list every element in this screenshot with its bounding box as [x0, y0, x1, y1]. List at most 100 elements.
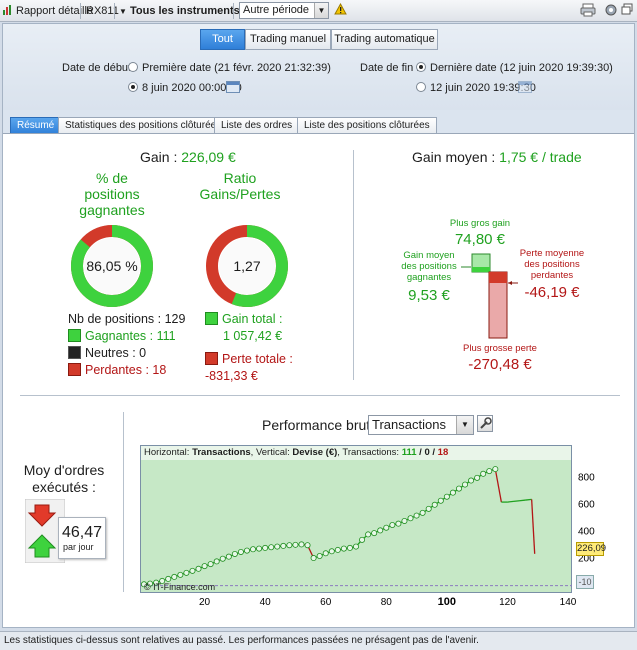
data-point	[425, 505, 432, 512]
avg-gain-line: Gain moyen : 1,75 € / trade	[412, 149, 582, 165]
account-label: RX811	[86, 5, 119, 17]
data-point	[328, 548, 335, 555]
data-point	[292, 541, 299, 548]
settings-icon[interactable]	[604, 3, 618, 19]
avg-win-label: Gain moyen des positions gagnantes	[401, 250, 457, 283]
data-point	[480, 470, 487, 477]
start-date-label: Date de début :	[62, 62, 138, 74]
data-point	[153, 579, 160, 586]
avg-gain-label: Gain moyen :	[412, 149, 496, 165]
y-tick-label: 800	[578, 472, 595, 483]
performance-chart	[140, 445, 572, 593]
tab-closed-positions[interactable]: Liste des positions clôturées	[297, 117, 437, 134]
win-pct-donut	[71, 225, 153, 307]
data-point	[340, 545, 347, 552]
data-point	[165, 575, 172, 582]
data-point	[407, 515, 414, 522]
data-point	[280, 542, 287, 549]
max-loss-label: Plus grosse perte	[463, 343, 537, 354]
winners-count: Gagnantes : 111	[85, 329, 176, 343]
chevron-down-icon: ▼	[456, 416, 473, 434]
avg-loss-value: -46,19 €	[524, 284, 580, 301]
data-point	[286, 542, 293, 549]
win-arc	[206, 225, 288, 307]
end-last-radio[interactable]	[416, 62, 426, 72]
instruments-dropdown[interactable]: ▼ Tous les instruments	[119, 5, 240, 17]
data-point	[213, 558, 220, 565]
data-point	[462, 481, 469, 488]
y-tick-label: 600	[578, 499, 595, 510]
x-tick-label: 140	[560, 597, 577, 608]
start-first-label[interactable]: Première date (21 févr. 2020 21:32:39)	[142, 62, 331, 74]
tab-closed-stats[interactable]: Statistiques des positions clôturées	[58, 117, 229, 134]
loss-square-icon	[68, 363, 81, 376]
tab-summary[interactable]: Résumé	[10, 117, 62, 134]
data-point	[159, 577, 166, 584]
end-date-label: Date de fin :	[360, 62, 420, 74]
loss-square-icon	[205, 352, 218, 365]
chevron-down-icon: ▼	[314, 3, 328, 18]
toolbar: Rapport détaillé RX811 ▼ Tous les instru…	[0, 0, 637, 22]
data-point	[147, 580, 154, 587]
report-icon	[2, 3, 14, 19]
gain-total-label: Gain total :	[222, 312, 283, 326]
data-point	[256, 545, 263, 552]
perte-totale-value: -831,33 €	[205, 369, 258, 383]
data-point	[298, 541, 305, 548]
print-icon[interactable]	[580, 3, 596, 19]
avg-orders-card: 46,47 par jour	[58, 517, 106, 559]
x-tick-label: 40	[260, 597, 272, 608]
gain-line: Gain : 226,09 €	[140, 149, 236, 165]
auto-trading-button[interactable]: Trading automatique	[331, 29, 438, 50]
data-point	[195, 565, 202, 572]
performance-select[interactable]: Transactions ▼	[368, 415, 474, 435]
nb-positions: Nb de positions : 129	[68, 312, 186, 326]
data-point	[201, 563, 208, 570]
x-tick-label: 80	[381, 597, 393, 608]
data-point	[401, 517, 408, 524]
y-tick-label: 400	[578, 526, 595, 537]
tab-all-button[interactable]: Tout	[200, 29, 245, 50]
data-point	[455, 485, 462, 492]
series-segment	[519, 499, 526, 502]
totals-legend: Gain total : 1 057,42 € Perte totale : -…	[205, 311, 293, 385]
avg-orders-unit: par jour	[63, 542, 94, 552]
end-custom-label[interactable]: 12 juin 2020 19:39:30	[430, 82, 536, 94]
data-point	[237, 548, 244, 555]
series-segment	[494, 468, 503, 503]
start-first-radio[interactable]	[128, 62, 138, 72]
data-point	[468, 477, 475, 484]
wrench-icon[interactable]	[477, 415, 493, 432]
data-point	[177, 571, 184, 578]
restore-icon[interactable]	[621, 3, 633, 19]
x-tick-label: 20	[199, 597, 211, 608]
data-point	[346, 544, 353, 551]
start-custom-label[interactable]: 8 juin 2020 00:00:00	[142, 82, 242, 94]
data-point	[268, 544, 275, 551]
data-point	[334, 546, 341, 553]
data-point	[183, 569, 190, 576]
chevron-down-icon: ▼	[119, 7, 127, 16]
data-point	[250, 546, 257, 553]
data-point	[304, 542, 311, 549]
start-custom-radio[interactable]	[128, 82, 138, 92]
calendar-icon[interactable]	[518, 81, 532, 93]
gain-label: Gain :	[140, 149, 178, 165]
data-point	[474, 474, 481, 481]
end-custom-radio[interactable]	[416, 82, 426, 92]
win-square-icon	[205, 312, 218, 325]
data-point	[225, 553, 232, 560]
data-point	[383, 524, 390, 531]
period-select[interactable]: Autre période ▼	[239, 2, 329, 19]
tab-orders[interactable]: Liste des ordres	[214, 117, 300, 134]
watermark: © IT-Finance.com	[144, 582, 216, 592]
data-point	[207, 561, 214, 568]
calendar-icon[interactable]	[226, 81, 240, 93]
series-segment	[513, 500, 520, 503]
data-point	[389, 522, 396, 529]
manual-trading-button[interactable]: Trading manuel	[245, 29, 331, 50]
warning-icon	[334, 2, 347, 19]
data-point	[141, 581, 147, 588]
end-last-label[interactable]: Dernière date (12 juin 2020 19:39:30)	[430, 62, 613, 74]
x-tick-label: 100	[438, 596, 456, 608]
